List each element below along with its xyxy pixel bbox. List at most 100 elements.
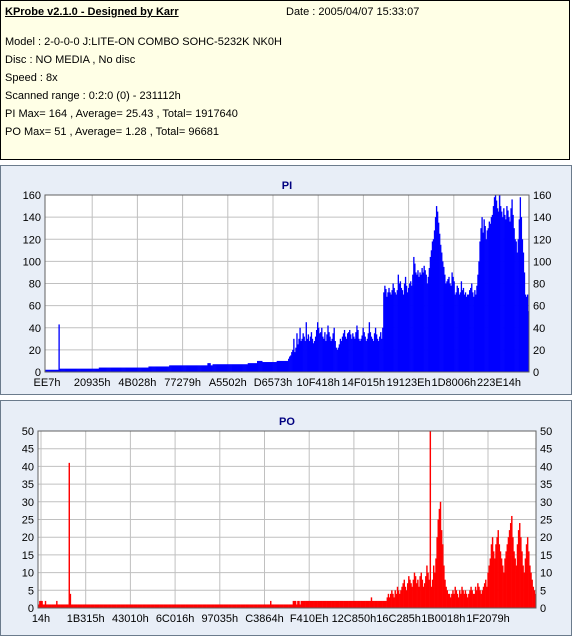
data-bar [480,593,482,608]
data-bar [179,365,181,372]
data-bar [174,604,177,608]
data-bar [238,364,240,372]
y-tick-label-left: 15 [22,550,34,562]
data-bar [283,360,286,372]
data-bar [515,565,518,608]
data-bar [452,590,454,608]
data-bar [520,537,522,608]
x-tick-label: 1F2079h [466,613,509,625]
data-bar [157,604,160,608]
data-bar [281,360,284,372]
data-bar [388,287,390,372]
data-bar [41,600,43,608]
data-bar [461,586,463,608]
data-bar [100,604,102,608]
data-bar [67,368,70,372]
data-bar [313,600,315,608]
data-bar [257,604,260,608]
data-bar [402,294,405,372]
data-bar [208,363,210,372]
data-bar [526,294,529,372]
data-bar [174,365,176,372]
chart-title: PI [282,180,292,192]
x-tick-label: 19123Eh [387,377,431,389]
data-bar [394,292,396,372]
x-tick-label: 77279h [164,377,201,389]
data-bar [134,367,137,372]
y-tick-label-right: 45 [540,444,552,456]
data-bar [265,604,267,608]
data-bar [492,206,495,372]
data-bar [216,604,219,608]
data-bar [233,364,235,372]
data-bar [439,501,442,608]
data-bar [352,600,355,608]
data-bar [471,283,473,372]
plot-border [44,194,530,373]
data-bar [353,336,355,372]
data-bar [258,360,260,372]
data-bar [117,367,119,372]
data-bar [231,604,233,608]
y-tick-label-right: 20 [540,532,552,544]
data-bar [190,365,193,372]
data-bar [387,593,390,608]
data-bar [453,281,455,372]
data-bar [59,604,61,608]
data-bar [214,604,216,608]
data-bar [491,537,494,608]
data-bar [506,206,508,372]
y-tick-label-right: 30 [540,497,552,509]
data-bar [259,360,261,372]
data-bar [44,600,47,608]
data-bar [449,283,451,372]
data-bar [413,572,416,608]
data-bar [92,368,94,372]
data-bar [359,600,361,608]
data-bar [121,604,124,608]
data-bar [531,579,533,608]
data-bar [248,604,250,608]
data-bar [420,274,422,372]
data-bar [436,537,438,608]
data-bar [381,338,383,372]
data-bar [472,292,474,372]
data-bar [462,287,465,372]
data-bar [114,604,117,608]
data-bar [338,344,341,372]
data-bar [274,362,276,372]
data-bar [252,363,255,372]
data-bar [328,332,330,372]
data-bar [361,335,363,372]
data-bar [370,597,373,608]
data-bar [108,604,110,608]
data-bar [53,604,56,608]
data-bar [265,362,267,372]
data-bar [52,369,54,372]
data-bar [230,604,232,608]
data-bar [129,604,132,608]
data-bar [280,360,283,372]
data-bar [386,597,389,608]
data-bar [186,365,189,372]
y-tick-label-right: 50 [540,426,552,438]
data-bar [53,369,55,372]
x-tick-label: 1D8006h [431,377,476,389]
data-bar [253,604,255,608]
y-tick-label-left: 60 [29,301,41,313]
data-bar [297,344,299,372]
data-bar [323,600,325,608]
data-bar [310,332,313,372]
data-bar [336,600,339,608]
data-bar [95,604,98,608]
data-bar [198,604,201,608]
data-bar [211,604,213,608]
data-bar [422,586,425,608]
data-bar [512,537,514,608]
data-bar [152,604,154,608]
data-bar [360,338,362,372]
data-bar [325,341,327,372]
data-bar [469,290,471,372]
data-bar [429,431,432,608]
data-bar [253,363,256,372]
